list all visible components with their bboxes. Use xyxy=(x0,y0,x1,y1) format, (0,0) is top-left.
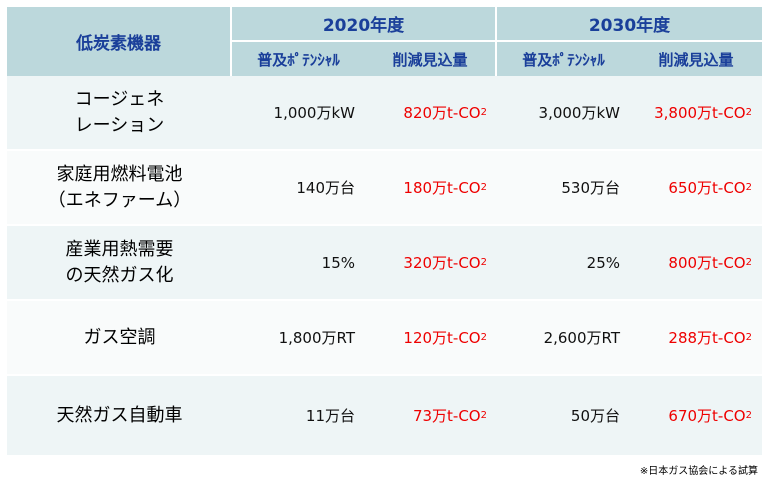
row-name-industrial-gas: 産業用熱需要 の天然ガス化 xyxy=(7,226,232,301)
potential-2020: 140万台 xyxy=(232,151,365,226)
header-potential-2030: 普及ﾎﾟﾃﾝｼｬﾙ xyxy=(497,42,630,76)
potential-2030: 25% xyxy=(497,226,630,301)
reduction-2020: 73万t-CO 2 xyxy=(365,376,497,455)
footnote: ※日本ガス協会による試算 xyxy=(639,466,758,477)
potential-2020: 11万台 xyxy=(232,376,365,455)
reduction-2030: 288万t-CO 2 xyxy=(630,301,762,376)
reduction-2030: 650万t-CO 2 xyxy=(630,151,762,226)
potential-2030: 3,000万kW xyxy=(497,76,630,151)
row-name-gas-air-conditioning: ガス空調 xyxy=(7,301,232,376)
header-reduction-2030: 削減見込量 xyxy=(630,42,762,76)
reduction-2020: 820万t-CO 2 xyxy=(365,76,497,151)
reduction-2030: 670万t-CO 2 xyxy=(630,376,762,455)
row-name-cogeneration: コージェネ レーション xyxy=(7,76,232,151)
potential-2020: 1,000万kW xyxy=(232,76,365,151)
potential-2030: 2,600万RT xyxy=(497,301,630,376)
reduction-2020: 120万t-CO 2 xyxy=(365,301,497,376)
header-potential-2020: 普及ﾎﾟﾃﾝｼｬﾙ xyxy=(232,42,365,76)
header-device: 低炭素機器 xyxy=(7,7,232,76)
potential-2020: 1,800万RT xyxy=(232,301,365,376)
header-year-2030: 2030年度 xyxy=(497,7,762,42)
header-year-2020: 2020年度 xyxy=(232,7,497,42)
reduction-2030: 800万t-CO 2 xyxy=(630,226,762,301)
reduction-2030: 3,800万t-CO 2 xyxy=(630,76,762,151)
row-name-ngv: 天然ガス自動車 xyxy=(7,376,232,455)
potential-2020: 15% xyxy=(232,226,365,301)
low-carbon-equipment-table: 低炭素機器 2020年度 2030年度 普及ﾎﾟﾃﾝｼｬﾙ 削減見込量 普及ﾎﾟ… xyxy=(7,7,762,455)
row-name-ene-farm: 家庭用燃料電池 （エネファーム） xyxy=(7,151,232,226)
reduction-2020: 180万t-CO 2 xyxy=(365,151,497,226)
header-reduction-2020: 削減見込量 xyxy=(365,42,497,76)
potential-2030: 530万台 xyxy=(497,151,630,226)
reduction-2020: 320万t-CO 2 xyxy=(365,226,497,301)
potential-2030: 50万台 xyxy=(497,376,630,455)
